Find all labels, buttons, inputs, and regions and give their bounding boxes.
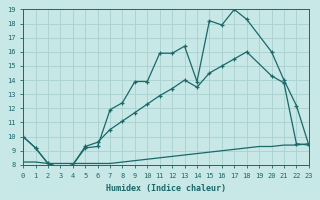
- X-axis label: Humidex (Indice chaleur): Humidex (Indice chaleur): [106, 184, 226, 193]
